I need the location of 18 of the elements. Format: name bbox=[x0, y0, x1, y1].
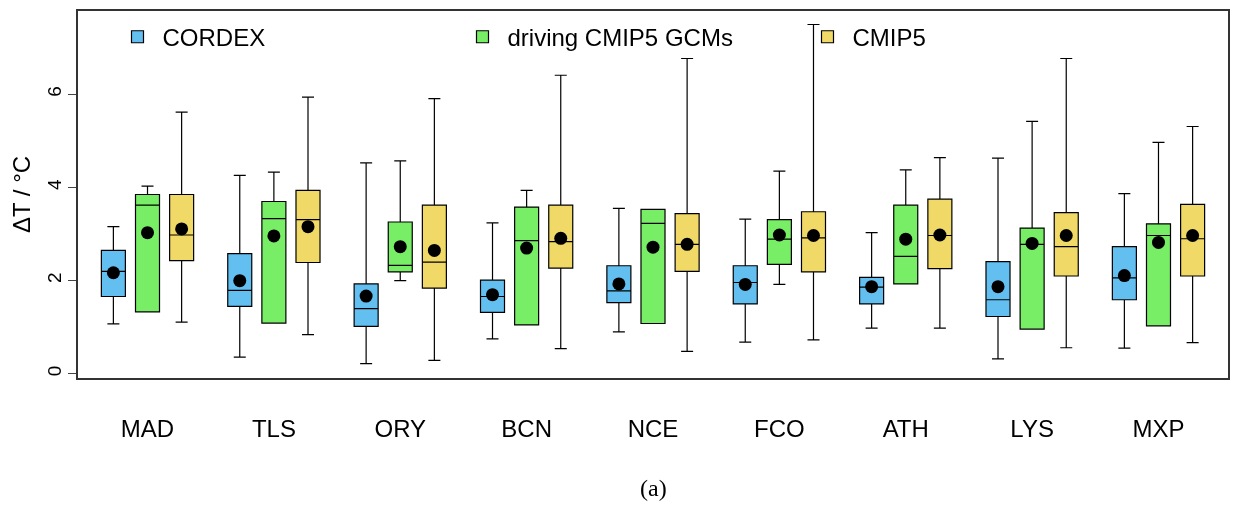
x-tick-label: FCO bbox=[754, 414, 805, 442]
x-tick-label: MAD bbox=[120, 414, 175, 442]
text: (a) bbox=[640, 475, 667, 501]
x-tick-label: MXP bbox=[1132, 414, 1185, 442]
y-axis-title: ΔT / °C bbox=[8, 155, 36, 234]
y-tick-label: 2 bbox=[43, 272, 65, 284]
x-tick-label: NCE bbox=[627, 414, 679, 442]
y-tick-label: 4 bbox=[43, 178, 65, 190]
x-tick-label: ORY bbox=[374, 414, 427, 442]
x-tick-label: TLS bbox=[251, 414, 296, 442]
x-tick-label: BCN bbox=[501, 414, 552, 442]
x-tick-label: ATH bbox=[882, 414, 929, 442]
y-tick-label: 0 bbox=[43, 365, 65, 377]
y-tick-label: 6 bbox=[43, 86, 65, 97]
legend-label: CMIP5 bbox=[852, 24, 926, 52]
legend-label: CORDEX bbox=[162, 24, 266, 52]
x-tick-label: LYS bbox=[1010, 414, 1054, 442]
legend-label: driving CMIP5 GCMs bbox=[507, 24, 733, 52]
